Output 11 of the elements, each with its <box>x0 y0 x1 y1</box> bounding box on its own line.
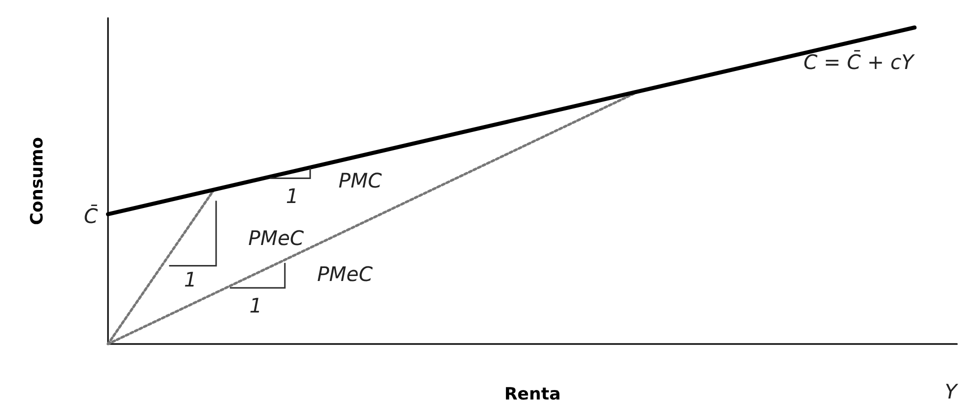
x-axis-title: Renta <box>504 384 561 404</box>
annotation: PMeC <box>317 262 373 286</box>
text: Y <box>944 380 959 404</box>
annotation: C = C̄ + cY <box>803 50 916 74</box>
annotation: PMeC <box>248 226 304 250</box>
annotation: 1 <box>184 267 197 292</box>
y-axis-title: Consumo <box>28 137 48 225</box>
annotation: PMC <box>338 168 382 192</box>
annotation: 1 <box>286 184 299 208</box>
text: C̄ <box>84 204 98 228</box>
annotation: 1 <box>249 293 262 318</box>
